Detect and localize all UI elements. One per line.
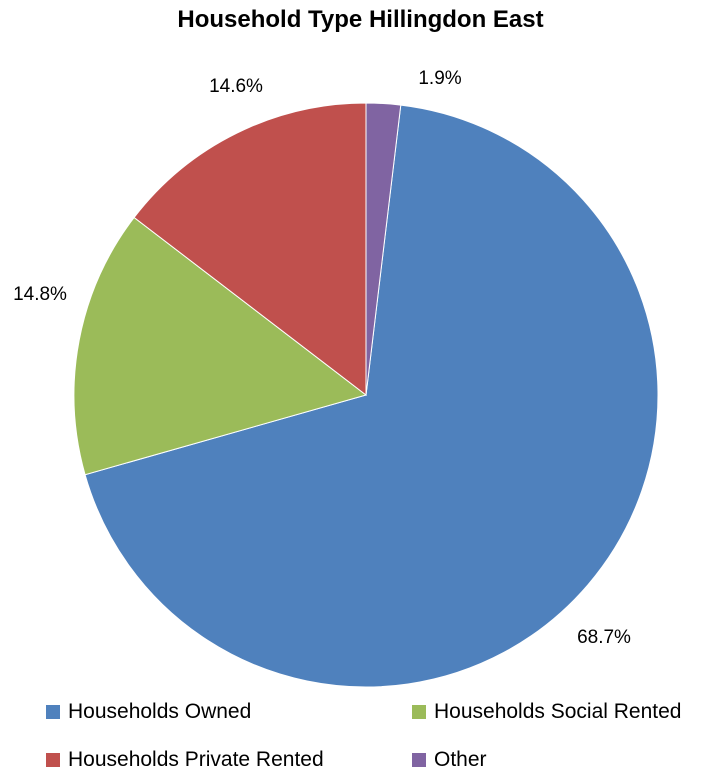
data-label-households-owned: 68.7% [577,627,631,648]
pie-slice-households-owned [84,104,659,688]
legend-label-other: Other [434,748,487,771]
pie-slice-other [365,102,402,396]
legend-swatch-other [412,753,426,767]
legend-label-households-social-rented: Households Social Rented [434,700,682,723]
data-label-other: 1.9% [418,68,461,89]
legend-swatch-households-owned [46,705,60,719]
legend-swatch-households-private-rented [46,753,60,767]
chart-title: Household Type Hillingdon East [177,6,544,33]
legend-item-households-owned: Households Owned [46,698,251,726]
legend-item-households-social-rented: Households Social Rented [412,698,682,726]
legend-item-households-private-rented: Households Private Rented [46,746,324,774]
legend-label-households-owned: Households Owned [68,700,252,723]
pie-slice-households-social-rented [73,216,368,476]
data-label-households-social-rented: 14.8% [13,284,67,305]
data-label-households-private-rented: 14.6% [209,76,263,97]
pie-slice-households-private-rented [133,102,367,397]
legend-swatch-households-social-rented [412,705,426,719]
legend-label-households-private-rented: Households Private Rented [68,748,324,771]
legend-item-other: Other [412,746,487,774]
